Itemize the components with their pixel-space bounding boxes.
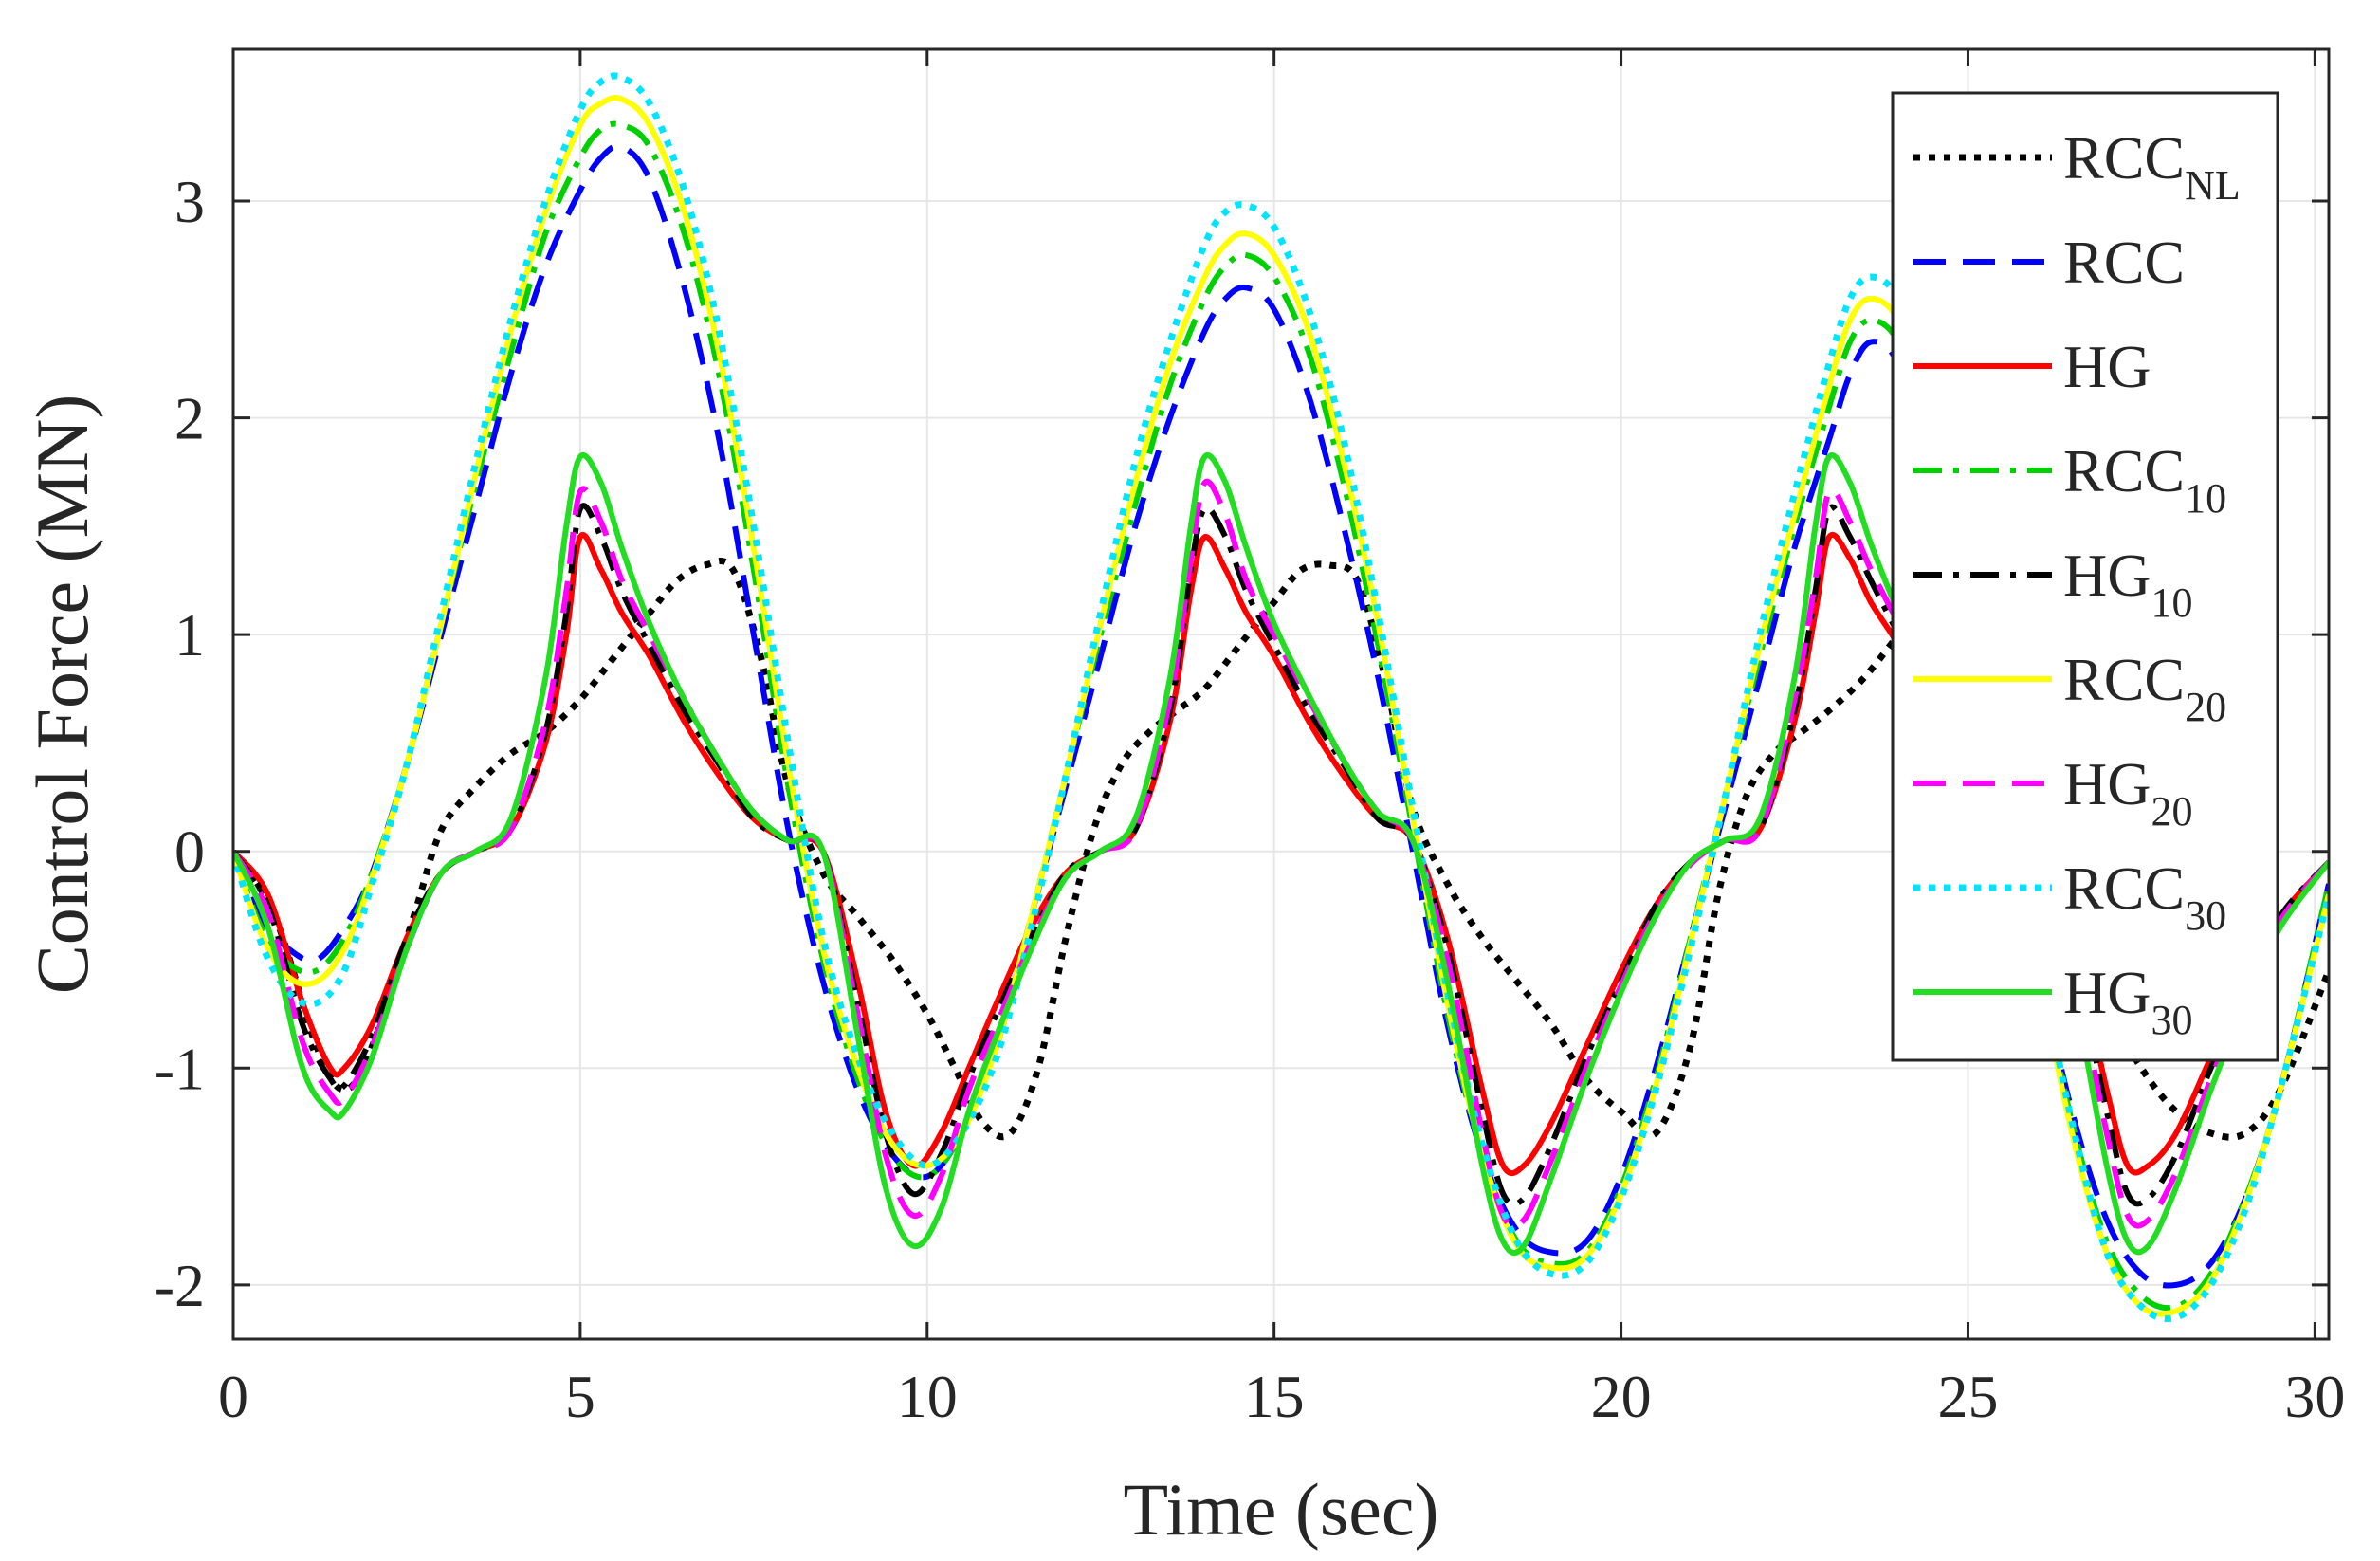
legend-label: RCC20 [2063,646,2226,730]
legend-label: HG [2063,333,2151,400]
y-tick-label: 1 [174,601,205,669]
legend-label: RCCNL [2063,124,2241,209]
x-axis-label: Time (sec) [1124,1468,1439,1551]
y-tick-label: 3 [174,168,205,235]
x-tick-label: 10 [897,1363,958,1430]
series-line-rcc-nl [233,558,2329,1141]
legend-label: RCC [2063,229,2185,296]
legend-label: RCC30 [2063,854,2226,939]
legend: RCCNL RCC HG RCC10 HG10 RCC20 HG20 RCC30 HG30 [1891,91,2279,1062]
y-tick-label: -2 [155,1252,205,1319]
axis-ticks: 0 5 10 15 20 25 30 -2 -1 0 1 2 3 [155,49,2345,1430]
legend-label: HG10 [2063,542,2192,626]
y-tick-label: 0 [174,818,205,886]
x-tick-label: 15 [1244,1363,1305,1430]
x-tick-label: 0 [218,1363,248,1430]
legend-label: HG20 [2063,750,2192,835]
legend-label: HG30 [2063,959,2192,1043]
y-tick-label: -1 [155,1035,205,1102]
series-line-rcc-10 [233,120,2329,1312]
plot-frame [231,47,2331,1341]
x-tick-label: 5 [565,1363,595,1430]
y-axis-label: Control Force (MN) [21,395,103,995]
y-tick-label: 2 [174,385,205,452]
x-tick-label: 20 [1591,1363,1652,1430]
x-tick-label: 25 [1937,1363,1998,1430]
x-tick-label: 30 [2284,1363,2345,1430]
legend-label: RCC10 [2063,437,2226,522]
